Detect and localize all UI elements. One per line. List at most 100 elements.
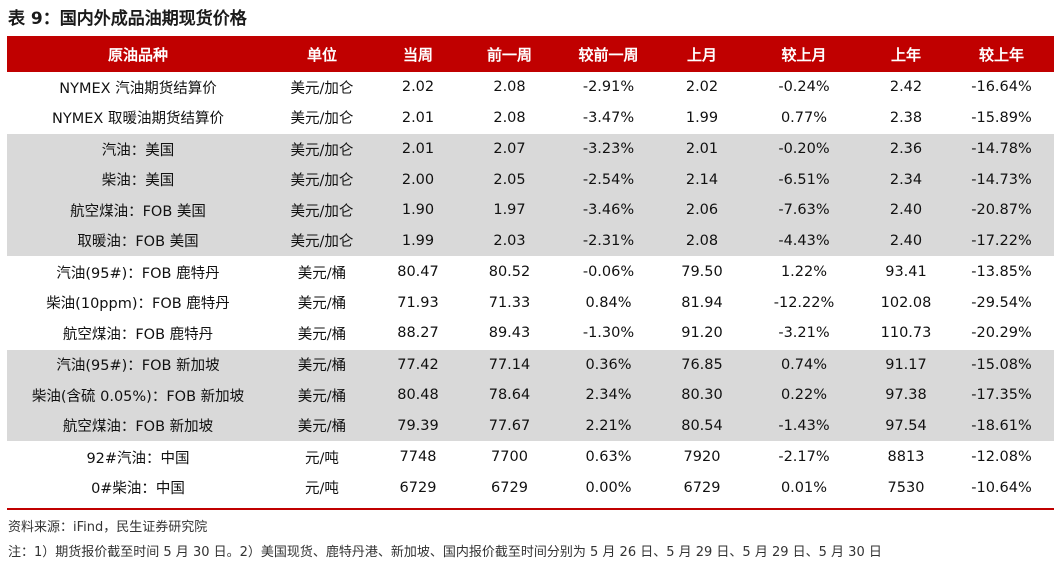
cell-last-month: 80.30 xyxy=(659,380,745,411)
cell-year-change: -15.08% xyxy=(949,348,1054,380)
cell-prev-week: 2.03 xyxy=(461,225,558,257)
cell-week-change: -2.91% xyxy=(582,79,635,96)
cell-last-year: 2.34 xyxy=(863,164,949,195)
cell-week-change: -1.30% xyxy=(582,325,635,342)
table-row: 取暖油：FOB 美国 美元/加仑 1.99 2.03 -2.31% 2.08 -4.43% 2… xyxy=(7,225,1054,257)
cell-current-week: 77.42 xyxy=(375,348,461,380)
cell-unit: 美元/加仑 xyxy=(269,195,375,226)
cell-current-week: 80.48 xyxy=(375,380,461,411)
cell-month-change: -7.63% xyxy=(745,195,863,226)
cell-month-change: -0.20% xyxy=(745,133,863,165)
cell-prev-week: 80.52 xyxy=(461,256,558,288)
cell-prev-week: 2.08 xyxy=(493,109,526,126)
cell-product: 汽油(95#)：FOB 新加坡 xyxy=(7,348,269,380)
cell-last-month: 1.99 xyxy=(685,109,719,126)
cell-week-change: 0.63% xyxy=(558,441,659,473)
cell-year-change: -16.64% xyxy=(971,79,1032,96)
header-last-year: 上年 xyxy=(863,36,949,72)
cell-unit: 美元/桶 xyxy=(269,380,375,411)
cell-month-change: 0.77% xyxy=(780,109,828,126)
cell-prev-week: 2.07 xyxy=(461,133,558,165)
table-row: 柴油(10ppm)：FOB 鹿特丹 美元/桶 71.93 71.33 0.84% 81.9… xyxy=(7,288,1054,319)
cell-week-change: -3.23% xyxy=(558,133,659,165)
cell-year-change: -20.87% xyxy=(949,195,1054,226)
cell-last-month: 79.50 xyxy=(659,256,745,288)
cell-year-change: -17.35% xyxy=(949,380,1054,411)
cell-week-change: -2.54% xyxy=(558,164,659,195)
cell-product: 航空煤油：FOB 鹿特丹 xyxy=(62,326,214,343)
table-row: NYMEX 汽油期货结算价 美元/加仑 2.02 2.08 -2.91% 2.02 -0.2… xyxy=(7,72,1054,103)
header-year-change: 较上年 xyxy=(949,36,1054,72)
cell-product: 汽油(95#)：FOB 鹿特丹 xyxy=(7,256,269,288)
table-row: 92#汽油：中国 元/吨 7748 7700 0.63% 7920 -2.17% 8813 -1… xyxy=(7,441,1054,473)
header-unit: 单位 xyxy=(269,36,375,72)
cell-last-month: 6729 xyxy=(683,479,721,496)
cell-last-month: 91.20 xyxy=(681,325,723,342)
cell-current-week: 88.27 xyxy=(397,325,439,342)
cell-last-month: 80.54 xyxy=(659,410,745,442)
cell-product: 航空煤油：FOB 新加坡 xyxy=(7,410,269,442)
cell-unit: 元/吨 xyxy=(269,441,375,473)
cell-prev-week: 71.33 xyxy=(488,294,531,311)
cell-week-change: 0.36% xyxy=(558,348,659,380)
cell-year-change: -20.29% xyxy=(971,325,1032,342)
cell-product: 柴油(10ppm)：FOB 鹿特丹 xyxy=(46,296,230,313)
cell-month-change: -1.43% xyxy=(745,410,863,442)
cell-month-change: 0.01% xyxy=(780,479,828,496)
cell-year-change: -15.89% xyxy=(971,109,1032,126)
cell-week-change: 2.21% xyxy=(558,410,659,442)
cell-week-change: 0.00% xyxy=(585,479,632,496)
cell-product: 汽油：美国 xyxy=(7,133,269,165)
cell-month-change: 1.22% xyxy=(745,256,863,288)
cell-current-week: 2.02 xyxy=(401,79,435,96)
cell-prev-week: 77.14 xyxy=(461,348,558,380)
table-body: NYMEX 汽油期货结算价 美元/加仑 2.02 2.08 -2.91% 2.02 -0.2… xyxy=(7,72,1054,503)
cell-year-change: -18.61% xyxy=(949,410,1054,442)
cell-week-change: -3.47% xyxy=(582,109,635,126)
price-table: 原油品种 单位 当周 前一周 较前一周 上月 较上月 上年 较上年 NYMEX … xyxy=(7,36,1054,503)
cell-prev-week: 1.97 xyxy=(461,195,558,226)
table-row: 航空煤油：FOB 美国 美元/加仑 1.90 1.97 -3.46% 2.06 -7.63%… xyxy=(7,195,1054,226)
cell-prev-week: 89.43 xyxy=(488,325,531,342)
cell-year-change: -13.85% xyxy=(949,256,1054,288)
cell-week-change: -0.06% xyxy=(558,256,659,288)
cell-unit: 美元/加仑 xyxy=(269,164,375,195)
cell-current-week: 79.39 xyxy=(375,410,461,442)
cell-last-year: 2.38 xyxy=(889,109,923,126)
cell-unit: 美元/加仑 xyxy=(269,225,375,257)
cell-product: 取暖油：FOB 美国 xyxy=(7,225,269,257)
cell-unit: 美元/加仑 xyxy=(290,111,354,128)
cell-last-year: 2.40 xyxy=(863,195,949,226)
cell-current-week: 71.93 xyxy=(397,294,439,311)
table-row: NYMEX 取暖油期货结算价 美元/加仑 2.01 2.08 -3.47% 1.99 0.7… xyxy=(7,103,1054,134)
cell-last-month: 2.14 xyxy=(659,164,745,195)
table-row: 汽油(95#)：FOB 鹿特丹 美元/桶 80.47 80.52 -0.06% 79.50… xyxy=(7,256,1054,288)
table-row: 航空煤油：FOB 鹿特丹 美元/桶 88.27 89.43 -1.30% 91.20 -3.… xyxy=(7,318,1054,349)
cell-current-week: 1.99 xyxy=(375,225,461,257)
table-row: 汽油：美国 美元/加仑 2.01 2.07 -3.23% 2.01 -0.20% 2.36 -1… xyxy=(7,133,1054,165)
cell-last-year: 2.36 xyxy=(863,133,949,165)
table-row: 柴油(含硫 0.05%)：FOB 新加坡 美元/桶 80.48 78.64 2.34% 8… xyxy=(7,380,1054,411)
table-row: 0#柴油：中国 元/吨 6729 6729 0.00% 6729 0.01% 7530 -10.… xyxy=(7,473,1054,504)
cell-year-change: -14.78% xyxy=(949,133,1054,165)
cell-last-month: 2.06 xyxy=(659,195,745,226)
cell-prev-week: 78.64 xyxy=(461,380,558,411)
cell-product: NYMEX 取暖油期货结算价 xyxy=(52,111,224,128)
cell-last-month: 2.01 xyxy=(659,133,745,165)
cell-unit: 美元/桶 xyxy=(269,256,375,288)
cell-week-change: 2.34% xyxy=(558,380,659,411)
cell-year-change: -14.73% xyxy=(949,164,1054,195)
cell-last-month: 2.02 xyxy=(685,79,719,96)
cell-last-year: 2.40 xyxy=(863,225,949,257)
cell-product: 柴油(含硫 0.05%)：FOB 新加坡 xyxy=(7,380,269,411)
cell-month-change: -2.17% xyxy=(745,441,863,473)
cell-last-month: 7920 xyxy=(659,441,745,473)
cell-week-change: 0.84% xyxy=(585,294,632,311)
header-month-change: 较上月 xyxy=(745,36,863,72)
cell-last-year: 91.17 xyxy=(863,348,949,380)
cell-last-year: 97.38 xyxy=(863,380,949,411)
cell-current-week: 2.01 xyxy=(375,133,461,165)
cell-prev-week: 2.05 xyxy=(461,164,558,195)
cell-month-change: -6.51% xyxy=(745,164,863,195)
